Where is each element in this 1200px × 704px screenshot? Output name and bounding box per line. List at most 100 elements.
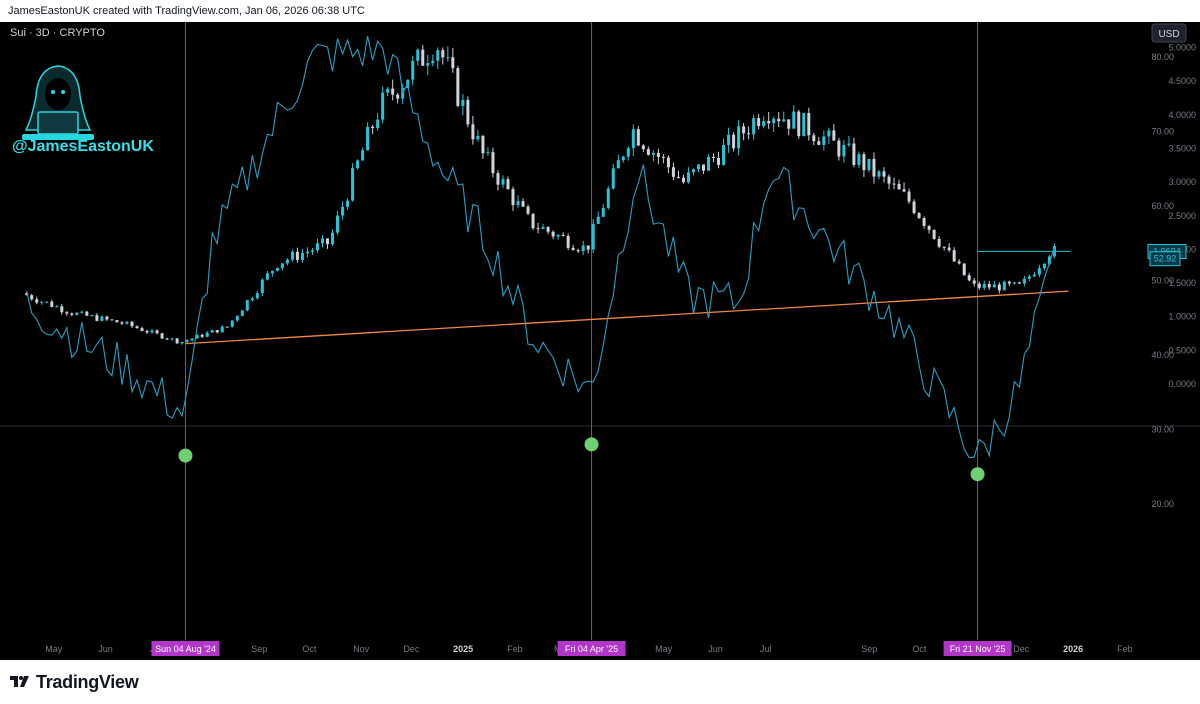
candle-body [827,130,831,137]
candle-body [596,216,600,224]
currency-badge[interactable] [1151,23,1187,43]
price-tick-label: 4.0000 [1168,110,1196,120]
oscillator-series [26,35,1055,482]
rsi-tick-label: 80.00 [1151,52,1174,62]
candle-body [902,189,906,192]
candle-body [240,310,244,316]
candle-body [832,130,836,141]
candle-body [722,145,726,165]
candle-body [887,176,891,184]
candle-body [566,235,570,248]
candle-body [707,156,711,171]
candle-body [376,119,380,129]
candle-body [927,225,931,230]
candle-body [326,238,330,245]
candle-body [220,326,224,333]
candle-body [105,316,109,320]
candle-body [85,311,89,316]
candle-body [822,136,826,145]
candle-body [235,315,239,321]
candle-body [255,293,259,299]
candle-body [270,270,274,274]
candle-body [581,245,585,252]
price-tick-label: 2.5000 [1168,211,1196,221]
signal-vertical-lines [184,22,979,640]
date-badge-label: Fri 21 Nov '25 [950,644,1006,654]
candle-body [777,118,781,122]
candle-body [1002,281,1006,291]
candle-body [351,168,355,201]
candle-body [295,251,299,260]
candle-body [812,135,816,142]
time-tick-label: Jul [760,644,772,654]
candle-body [586,245,590,250]
candle-body [772,118,776,124]
candle-body [742,126,746,134]
candle-body [1017,282,1021,284]
candle-body [165,338,169,340]
candle-body [320,238,324,244]
candle-body [496,173,500,185]
candle-body [170,338,174,340]
candle-body [626,148,630,157]
candle-body [30,295,34,300]
date-badge-label: Fri 04 Apr '25 [565,644,618,654]
candle-body [501,179,505,185]
oscillator-line [26,35,1055,459]
candle-body [892,183,896,185]
candle-body [526,206,530,214]
candle-body [245,300,249,311]
candle-body [987,283,991,288]
candle-body [681,177,685,183]
candle-body [366,126,370,151]
candle-body [486,152,490,154]
candle-body [651,152,655,155]
price-tick-label: 0.0000 [1168,379,1196,389]
chart-svg[interactable]: 5.50005.00004.50004.00003.50003.00002.50… [0,22,1200,660]
candle-body [942,246,946,248]
candle-body [190,338,194,341]
time-tick-label: Sep [251,644,267,654]
candle-body [90,315,94,317]
candle-body [1027,276,1031,279]
candle-body [671,167,675,177]
candle-body [932,229,936,239]
candle-body [556,234,560,237]
time-tick-label: Jun [98,644,113,654]
candle-body [381,92,385,120]
rsi-tick-label: 70.00 [1151,127,1174,137]
candle-body [481,135,485,154]
candle-body [561,234,565,236]
candle-body [977,283,981,288]
candle-body [336,215,340,233]
currency-label: USD [1158,29,1179,40]
time-tick-label: 2026 [1063,644,1083,654]
candle-body [661,156,665,158]
chart-area[interactable]: 5.50005.00004.50004.00003.50003.00002.50… [0,22,1200,660]
candle-body [215,330,219,333]
candle-body [120,322,124,324]
candle-body [391,88,395,95]
candle-body [346,200,350,207]
price-tick-label: 3.5000 [1168,143,1196,153]
candle-body [461,99,465,106]
candle-body [571,247,575,251]
overlay-labels: Sun 04 Aug '24 Fri 04 Apr '25 Fri 21 Nov '… [151,243,1187,656]
candle-body [506,179,510,190]
time-tick-label: Oct [302,644,317,654]
candle-body [386,88,390,93]
candle-body [451,57,455,69]
candle-body [852,143,856,165]
time-tick-label: 2025 [453,644,473,654]
time-tick-label: Oct [912,644,927,654]
candle-body [666,157,670,168]
candle-body [857,154,861,165]
candle-body [762,121,766,127]
candle-body [471,124,475,140]
candle-body [952,250,956,262]
candle-body [1042,263,1046,269]
candle-body [250,298,254,301]
candle-body [45,301,49,303]
candle-body [937,238,941,247]
candle-body [676,176,680,178]
